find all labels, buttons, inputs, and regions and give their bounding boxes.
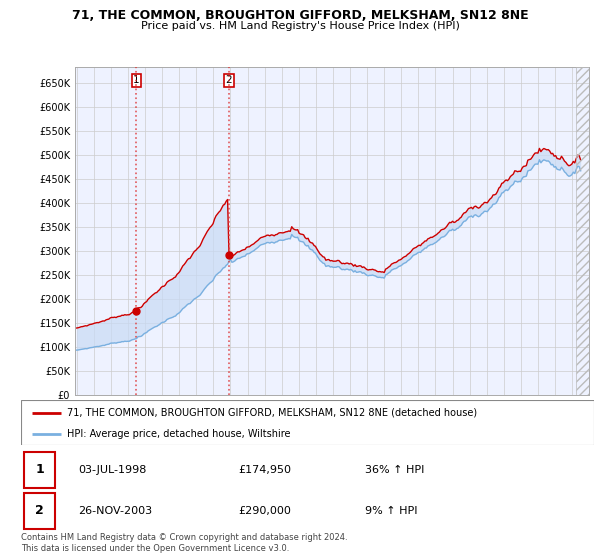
- Text: 03-JUL-1998: 03-JUL-1998: [79, 465, 146, 475]
- Text: 1: 1: [133, 76, 140, 85]
- FancyBboxPatch shape: [21, 400, 594, 445]
- Text: 71, THE COMMON, BROUGHTON GIFFORD, MELKSHAM, SN12 8NE (detached house): 71, THE COMMON, BROUGHTON GIFFORD, MELKS…: [67, 408, 477, 418]
- Text: 71, THE COMMON, BROUGHTON GIFFORD, MELKSHAM, SN12 8NE: 71, THE COMMON, BROUGHTON GIFFORD, MELKS…: [71, 9, 529, 22]
- Text: Price paid vs. HM Land Registry's House Price Index (HPI): Price paid vs. HM Land Registry's House …: [140, 21, 460, 31]
- Text: Contains HM Land Registry data © Crown copyright and database right 2024.
This d: Contains HM Land Registry data © Crown c…: [21, 533, 347, 553]
- FancyBboxPatch shape: [24, 493, 55, 529]
- Text: 26-NOV-2003: 26-NOV-2003: [79, 506, 152, 516]
- Bar: [577, 67, 589, 395]
- Text: 1: 1: [35, 463, 44, 477]
- Text: £290,000: £290,000: [239, 506, 292, 516]
- Text: 2: 2: [35, 504, 44, 517]
- Text: £174,950: £174,950: [239, 465, 292, 475]
- FancyBboxPatch shape: [24, 452, 55, 488]
- Text: 2: 2: [226, 76, 232, 85]
- Text: HPI: Average price, detached house, Wiltshire: HPI: Average price, detached house, Wilt…: [67, 429, 290, 439]
- Text: 36% ↑ HPI: 36% ↑ HPI: [365, 465, 424, 475]
- Text: 9% ↑ HPI: 9% ↑ HPI: [365, 506, 418, 516]
